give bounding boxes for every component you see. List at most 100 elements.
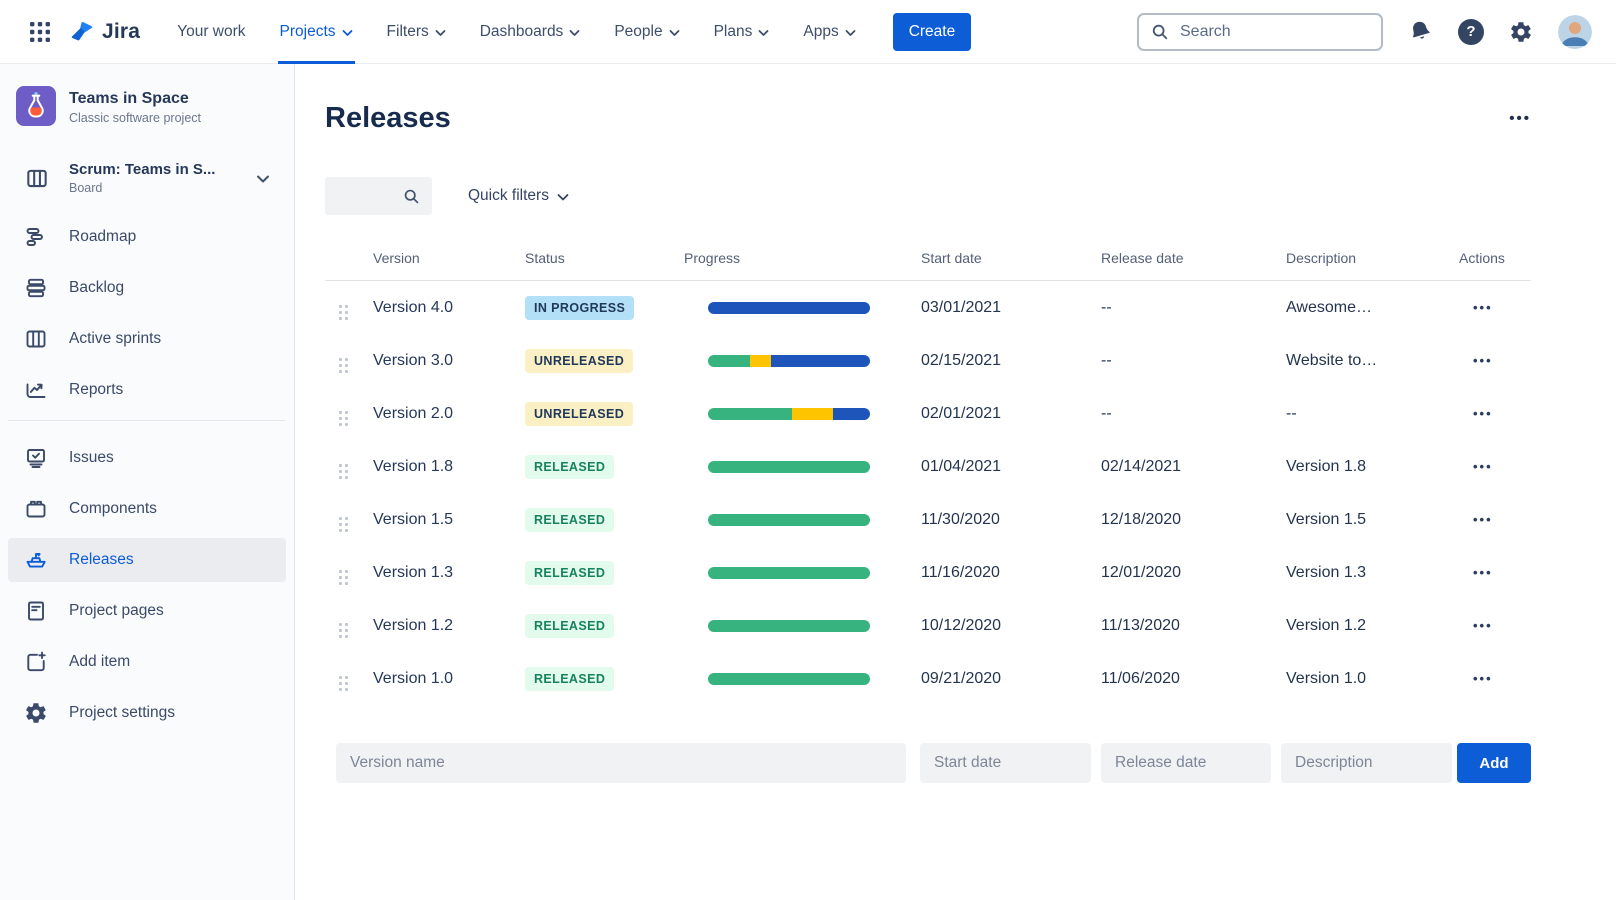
releases-search-input[interactable] <box>337 186 397 206</box>
sidebar-item-components[interactable]: Components <box>8 487 286 531</box>
chevron-down-icon <box>557 193 569 202</box>
row-actions-button[interactable]: ••• <box>1473 670 1493 686</box>
sidebar-item-active-sprints[interactable]: Active sprints <box>8 317 286 361</box>
project-type: Classic software project <box>69 111 201 126</box>
nav-item-dashboards[interactable]: Dashboards <box>480 0 581 64</box>
nav-item-people[interactable]: People <box>614 0 679 64</box>
notifications-bell-icon[interactable] <box>1408 19 1433 44</box>
add-button[interactable]: Add <box>1457 743 1531 783</box>
nav-item-label: People <box>614 22 663 40</box>
drag-handle-icon[interactable] <box>335 619 346 630</box>
help-icon[interactable]: ? <box>1458 18 1484 45</box>
version-name-input[interactable] <box>336 743 906 783</box>
description: Website to… <box>1286 351 1378 369</box>
roadmap-icon <box>24 225 48 249</box>
nav-item-filters[interactable]: Filters <box>387 0 446 64</box>
drag-handle-icon[interactable] <box>335 566 346 577</box>
pages-icon <box>24 599 48 623</box>
row-actions-button[interactable]: ••• <box>1473 564 1493 580</box>
release-date: 11/13/2020 <box>1101 616 1180 634</box>
progress-bar <box>708 566 870 579</box>
drag-handle-icon[interactable] <box>335 513 346 524</box>
release-date-input[interactable] <box>1101 743 1271 783</box>
chevron-down-icon <box>435 29 446 37</box>
nav-item-label: Apps <box>803 22 839 40</box>
start-date: 01/04/2021 <box>921 457 1002 475</box>
project-avatar <box>16 86 56 131</box>
nav-item-apps[interactable]: Apps <box>803 0 856 64</box>
search-input[interactable] <box>1178 21 1369 42</box>
column-header-actions: Actions <box>1459 249 1505 266</box>
chevron-down-icon <box>845 29 856 37</box>
row-actions-button[interactable]: ••• <box>1473 617 1493 633</box>
releases-search[interactable] <box>325 177 432 215</box>
backlog-icon <box>24 276 48 300</box>
ship-icon <box>24 548 48 572</box>
version-name[interactable]: Version 3.0 <box>373 351 454 369</box>
row-actions-button[interactable]: ••• <box>1473 458 1493 474</box>
drag-handle-icon[interactable] <box>335 672 346 683</box>
top-navigation: Jira Your work Projects Filters Dashboar… <box>0 0 1616 64</box>
board-selector[interactable]: Scrum: Teams in S... Board <box>8 160 286 197</box>
sidebar-item-reports[interactable]: Reports <box>8 368 286 412</box>
sidebar-item-add-item[interactable]: Add item <box>8 640 286 684</box>
drag-handle-icon[interactable] <box>335 354 346 365</box>
jira-logo[interactable]: Jira <box>68 18 140 46</box>
sidebar-item-project-settings[interactable]: Project settings <box>8 691 286 735</box>
release-date: 12/18/2020 <box>1101 510 1182 528</box>
version-name[interactable]: Version 2.0 <box>373 404 454 422</box>
chevron-down-icon[interactable] <box>256 174 270 184</box>
row-actions-button[interactable]: ••• <box>1473 299 1493 315</box>
release-date: 12/01/2020 <box>1101 563 1182 581</box>
page-more-actions-button[interactable]: ••• <box>1509 110 1531 127</box>
progress-bar <box>708 619 870 632</box>
nav-item-your-work[interactable]: Your work <box>177 0 245 64</box>
sidebar-item-roadmap[interactable]: Roadmap <box>8 215 286 259</box>
sidebar-item-project-pages[interactable]: Project pages <box>8 589 286 633</box>
sidebar-item-label: Project settings <box>69 704 175 721</box>
row-actions-button[interactable]: ••• <box>1473 352 1493 368</box>
version-name[interactable]: Version 1.3 <box>373 563 454 581</box>
status-badge: RELEASED <box>525 507 615 532</box>
version-name[interactable]: Version 1.8 <box>373 457 454 475</box>
app-switcher-icon[interactable] <box>24 16 56 48</box>
progress-bar <box>708 407 870 420</box>
start-date: 11/16/2020 <box>921 563 1000 581</box>
drag-handle-icon[interactable] <box>335 460 346 471</box>
release-date: -- <box>1101 404 1112 422</box>
status-badge: UNRELEASED <box>525 401 634 426</box>
sidebar-item-releases[interactable]: Releases <box>8 538 286 582</box>
version-name[interactable]: Version 4.0 <box>373 298 454 316</box>
description-input[interactable] <box>1281 743 1452 783</box>
description: Awesome… <box>1286 298 1372 316</box>
drag-handle-icon[interactable] <box>335 301 346 312</box>
global-search[interactable] <box>1137 12 1383 51</box>
table-row: Version 3.0 UNRELEASED 02/15/2021 -- Web… <box>325 334 1531 387</box>
start-date-input[interactable] <box>920 743 1091 783</box>
nav-item-plans[interactable]: Plans <box>714 0 770 64</box>
version-name[interactable]: Version 1.2 <box>373 616 454 634</box>
settings-gear-icon[interactable] <box>1509 20 1533 44</box>
quick-filters-dropdown[interactable]: Quick filters <box>468 187 569 205</box>
version-name[interactable]: Version 1.0 <box>373 669 454 687</box>
table-row: Version 2.0 UNRELEASED 02/01/2021 -- -- … <box>325 387 1531 440</box>
drag-handle-icon[interactable] <box>335 407 346 418</box>
status-badge: RELEASED <box>525 454 615 479</box>
nav-item-projects[interactable]: Projects <box>277 0 355 64</box>
user-avatar[interactable] <box>1558 14 1592 49</box>
create-button[interactable]: Create <box>892 12 972 51</box>
version-name[interactable]: Version 1.5 <box>373 510 454 528</box>
jira-mark-icon <box>71 21 93 40</box>
sidebar-item-issues[interactable]: Issues <box>8 436 286 480</box>
board-columns-icon <box>24 327 48 351</box>
row-actions-button[interactable]: ••• <box>1473 511 1493 527</box>
project-sidebar: Teams in Space Classic software project … <box>0 64 295 900</box>
description: Version 1.8 <box>1286 457 1367 475</box>
status-badge: RELEASED <box>525 613 615 638</box>
chevron-down-icon <box>758 29 769 37</box>
sidebar-item-backlog[interactable]: Backlog <box>8 266 286 310</box>
chevron-down-icon <box>342 29 353 37</box>
status-badge: RELEASED <box>525 560 615 585</box>
row-actions-button[interactable]: ••• <box>1473 405 1493 421</box>
logo-text: Jira <box>102 19 141 43</box>
